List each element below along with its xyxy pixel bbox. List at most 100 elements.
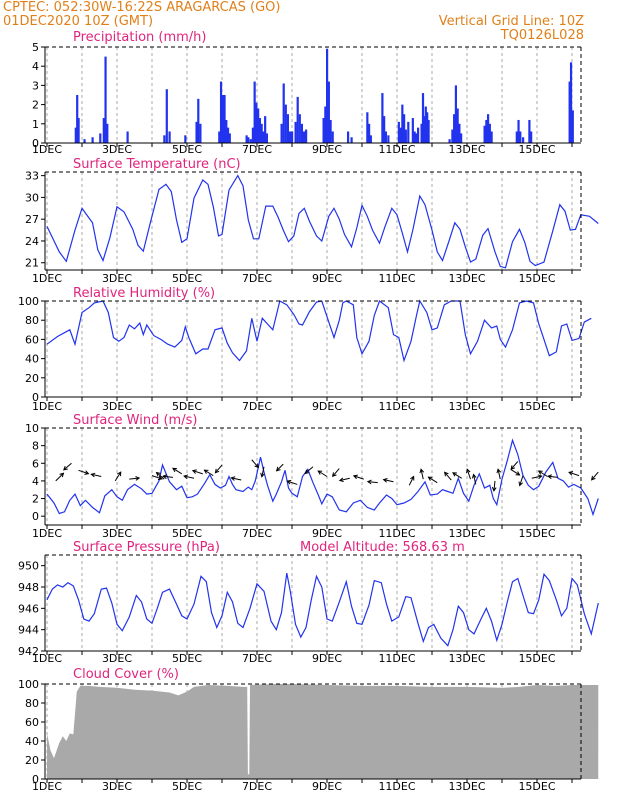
x-tick-label: 7DEC — [242, 527, 272, 540]
wind-arrow-head — [471, 473, 477, 479]
wind-arrow — [163, 475, 174, 478]
wind-arrow-head — [172, 467, 177, 473]
wind-arrow — [568, 471, 580, 477]
x-tick-label: 15DEC — [518, 527, 555, 540]
x-tick-label: 9DEC — [312, 652, 342, 665]
x-tick-label: 9DEC — [312, 780, 342, 793]
panel-annotation: Model Altitude: 568.63 m — [300, 540, 465, 555]
precip-bar — [411, 118, 414, 143]
wind-arrow-head — [465, 468, 471, 474]
wind-arrow — [231, 477, 242, 481]
wind-arrow — [183, 475, 195, 479]
y-tick-label: 20 — [25, 372, 39, 385]
cloud-cover-area — [47, 684, 599, 779]
precip-bar — [249, 139, 252, 143]
wind-arrow-head — [537, 474, 543, 480]
y-tick-label: 40 — [25, 353, 39, 366]
model-code: TQ0126L028 — [500, 28, 584, 43]
x-tick-label: 11DEC — [378, 780, 415, 793]
precip-bar — [387, 135, 390, 143]
precip-bar — [184, 135, 187, 143]
x-tick-label: 15DEC — [518, 143, 555, 156]
precip-bar — [368, 123, 371, 143]
wind-arrow-head — [191, 469, 197, 474]
precip-bar — [569, 62, 573, 143]
wind-arrow-head — [510, 465, 516, 471]
x-tick-label: 3DEC — [102, 652, 132, 665]
precip-bar — [91, 137, 94, 143]
wind-arrow-head — [352, 474, 358, 480]
y-tick-label: 21 — [25, 257, 39, 270]
wind-arrow — [519, 475, 524, 486]
wind-arrow — [151, 475, 163, 480]
wind-arrow-head — [518, 481, 523, 487]
wind-arrow — [91, 473, 102, 477]
precip-bar — [197, 98, 200, 143]
precip-bar — [413, 131, 416, 143]
wind-arrow — [204, 469, 214, 477]
precip-bar — [331, 131, 334, 143]
precip-bar — [522, 137, 525, 143]
y-tick-label: 80 — [25, 697, 39, 710]
precip-bar — [324, 106, 327, 143]
precip-bar — [381, 93, 384, 143]
wind-arrow-head — [537, 470, 543, 475]
x-tick-label: 15DEC — [518, 400, 555, 413]
wind-arrow-head — [304, 469, 310, 475]
y-tick-label: 1 — [32, 118, 39, 131]
y-tick-label: 6 — [32, 457, 39, 470]
wind-arrow-head — [366, 479, 372, 485]
panel-title: Surface Temperature (nC) — [73, 157, 241, 172]
precip-bar — [448, 139, 451, 143]
precip-bar — [247, 137, 250, 143]
y-tick-label: 948 — [18, 581, 39, 594]
precip-bar — [262, 131, 265, 143]
precip-bar — [488, 123, 491, 143]
panel-2 — [41, 171, 599, 274]
wind-arrow — [510, 461, 519, 470]
precip-bar — [424, 106, 427, 143]
wind-arrow — [78, 469, 89, 475]
precip-bar — [223, 95, 226, 143]
x-tick-label: 1DEC — [32, 780, 62, 793]
wind-arrow — [473, 474, 477, 485]
x-tick-label: 3DEC — [102, 780, 132, 793]
precip-bar — [291, 131, 294, 143]
x-tick-label: 7DEC — [242, 652, 272, 665]
x-tick-label: 5DEC — [172, 143, 202, 156]
precip-bar — [265, 133, 268, 143]
precip-bar — [296, 96, 299, 143]
y-tick-label: 4 — [32, 475, 39, 488]
wind-arrow-head — [443, 471, 449, 477]
precip-bar — [305, 129, 308, 143]
precip-bar — [519, 131, 522, 143]
wind-arrow — [548, 475, 559, 478]
wind-arrow-head — [338, 477, 344, 483]
precip-bar — [347, 131, 350, 143]
wind-arrow-head — [157, 475, 163, 481]
x-tick-label: 1DEC — [32, 652, 62, 665]
precip-bar — [327, 81, 330, 143]
wind-arrow-head — [496, 468, 502, 474]
precip-bar — [483, 125, 486, 143]
precip-bar — [104, 56, 107, 143]
panel-title: Surface Wind (m/s) — [73, 413, 197, 428]
wind-arrow-head — [214, 468, 220, 474]
wind-arrow — [287, 480, 298, 485]
x-tick-label: 5DEC — [172, 652, 202, 665]
series-line — [46, 572, 599, 647]
precip-bar — [102, 118, 105, 143]
wind-arrow-head — [427, 476, 433, 481]
precip-bar — [399, 127, 402, 143]
run-date: 01DEC2020 10Z (GMT) — [3, 14, 154, 29]
precip-bar — [456, 108, 459, 143]
wind-arrow-head — [568, 471, 574, 476]
precip-bar — [404, 129, 407, 143]
x-tick-label: 5DEC — [172, 527, 202, 540]
precip-bar — [288, 131, 292, 143]
x-tick-label: 15DEC — [518, 272, 555, 285]
precip-bar — [490, 131, 493, 143]
wind-arrow — [428, 476, 438, 484]
y-tick-label: 0 — [32, 510, 39, 523]
wind-arrow-head — [331, 472, 337, 478]
